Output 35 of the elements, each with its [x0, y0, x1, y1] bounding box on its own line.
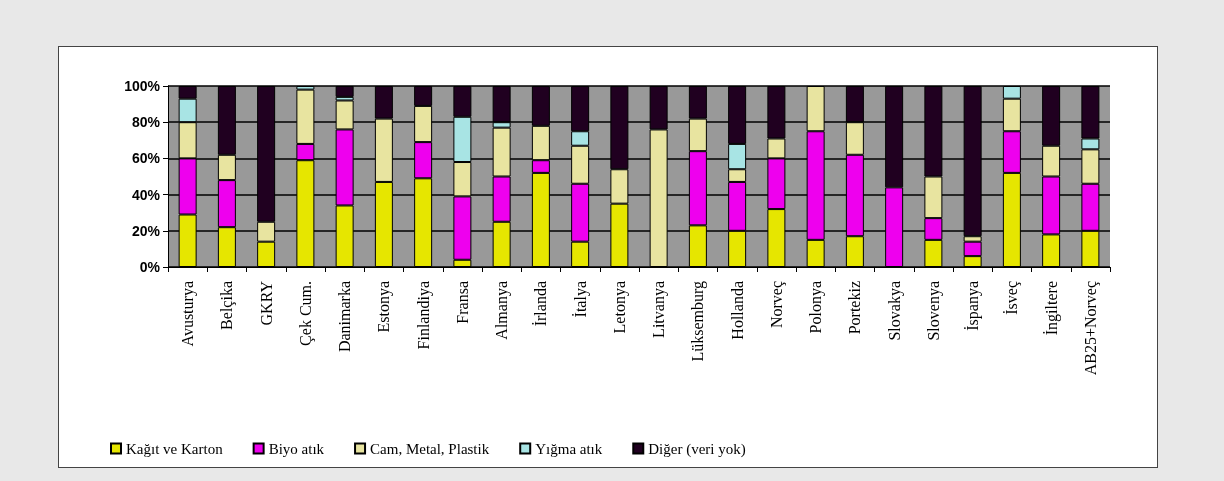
- x-tick-label: Finlandiya: [414, 281, 433, 350]
- x-tick-label: Portekiz: [846, 281, 864, 335]
- x-tick-label: Danimarka: [336, 281, 354, 353]
- x-tick-label: AB25+Norveç: [1081, 281, 1100, 376]
- legend-label: Biyo atık: [268, 440, 325, 457]
- y-tick-label: 80%: [131, 114, 161, 131]
- x-tick-label: Fransa: [453, 281, 471, 324]
- x-tick-label: Almanya: [493, 281, 512, 340]
- legend-label: Kağıt ve Karton: [126, 440, 224, 457]
- legend-label: Diğer (veri yok): [648, 440, 746, 458]
- legend-label: Yığma atık: [535, 440, 603, 457]
- x-tick-label: İrlanda: [532, 281, 550, 327]
- legend-label: Cam, Metal, Plastik: [370, 440, 490, 457]
- x-tick-label: İngiltere: [1042, 281, 1061, 336]
- x-tick-label: İspanya: [964, 281, 983, 331]
- y-tick-label: 60%: [131, 150, 161, 167]
- x-tick-label: Hollanda: [728, 281, 746, 340]
- x-tick-label: Estonya: [375, 281, 394, 333]
- x-tick-label: Lüksemburg: [689, 281, 708, 362]
- x-tick-label: İsveç: [1003, 281, 1022, 315]
- x-tick-label: Slovenya: [924, 281, 943, 341]
- y-tick-label: 20%: [131, 222, 161, 239]
- x-tick-label: Slovakya: [885, 281, 904, 341]
- y-tick-label: 0%: [139, 259, 161, 275]
- x-tick-label: Belçika: [218, 281, 237, 330]
- x-tick-label: Polonya: [807, 281, 826, 334]
- x-tick-label: Çek Cum.: [296, 281, 315, 346]
- x-tick-label: Norveç: [767, 281, 786, 329]
- x-tick-label: Avusturya: [179, 281, 198, 347]
- x-tick-label: GKRY: [257, 280, 275, 326]
- x-tick-label: Litvanya: [650, 281, 669, 338]
- y-tick-label: 100%: [124, 78, 161, 94]
- y-tick-label: 40%: [131, 186, 161, 203]
- x-tick-label: Letonya: [610, 281, 629, 334]
- x-tick-label: İtalya: [571, 281, 590, 318]
